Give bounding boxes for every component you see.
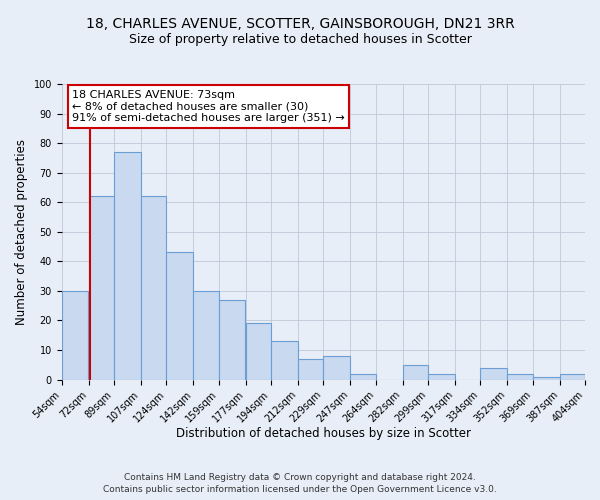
- Y-axis label: Number of detached properties: Number of detached properties: [15, 139, 28, 325]
- Bar: [350, 374, 376, 380]
- Bar: [481, 368, 507, 380]
- Bar: [271, 341, 298, 380]
- Text: 18 CHARLES AVENUE: 73sqm
← 8% of detached houses are smaller (30)
91% of semi-de: 18 CHARLES AVENUE: 73sqm ← 8% of detache…: [72, 90, 345, 123]
- Bar: [298, 359, 323, 380]
- Text: Size of property relative to detached houses in Scotter: Size of property relative to detached ho…: [128, 32, 472, 46]
- Bar: [141, 196, 166, 380]
- Bar: [533, 376, 560, 380]
- Text: 18, CHARLES AVENUE, SCOTTER, GAINSBOROUGH, DN21 3RR: 18, CHARLES AVENUE, SCOTTER, GAINSBOROUG…: [86, 18, 514, 32]
- Bar: [323, 356, 350, 380]
- Bar: [193, 291, 218, 380]
- Bar: [403, 365, 428, 380]
- Bar: [245, 324, 271, 380]
- Bar: [62, 291, 88, 380]
- Bar: [508, 374, 533, 380]
- Bar: [89, 196, 114, 380]
- Text: Contains HM Land Registry data © Crown copyright and database right 2024.: Contains HM Land Registry data © Crown c…: [124, 472, 476, 482]
- X-axis label: Distribution of detached houses by size in Scotter: Distribution of detached houses by size …: [176, 427, 471, 440]
- Bar: [114, 152, 141, 380]
- Bar: [428, 374, 455, 380]
- Bar: [219, 300, 245, 380]
- Bar: [560, 374, 585, 380]
- Bar: [166, 252, 193, 380]
- Text: Contains public sector information licensed under the Open Government Licence v3: Contains public sector information licen…: [103, 485, 497, 494]
